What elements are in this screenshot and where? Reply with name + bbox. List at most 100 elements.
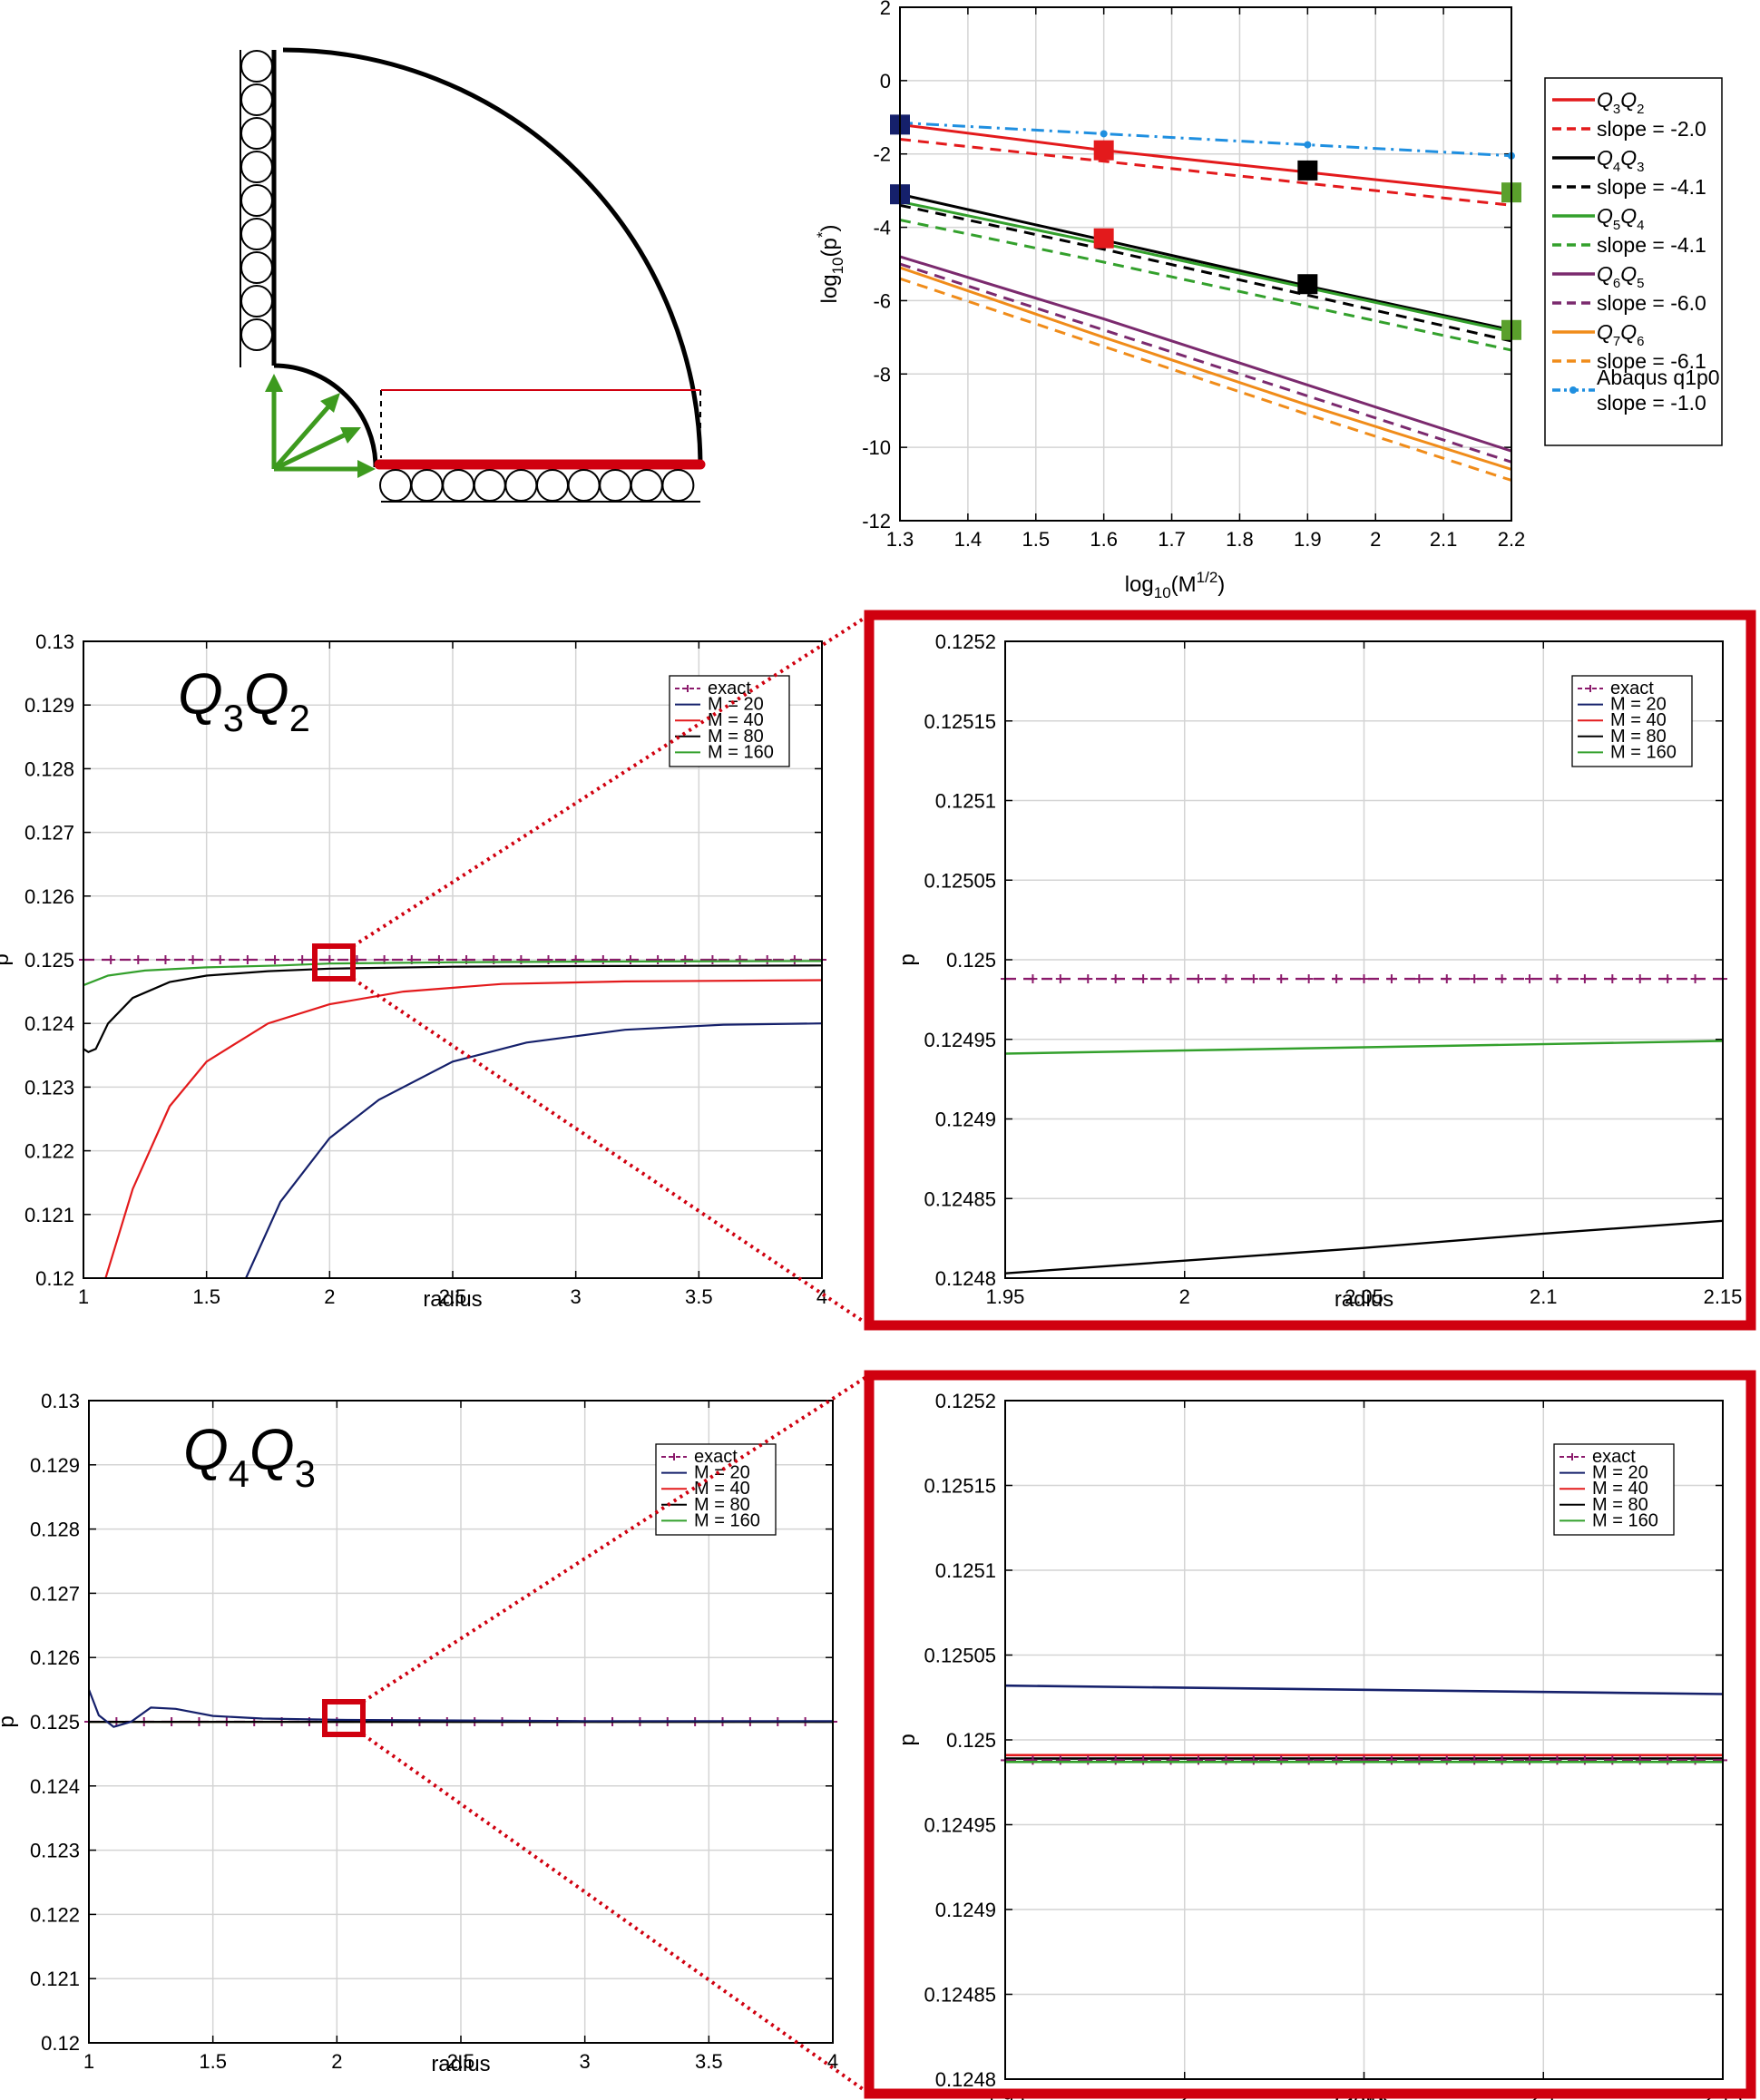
y-tick-label: 0.1249 [935, 1899, 996, 1921]
x-tick-label: 1.3 [886, 528, 914, 551]
x-tick-label: 2 [1179, 1285, 1190, 1308]
x-tick-label: 1.9 [1294, 528, 1322, 551]
legend-label: slope = -2.0 [1597, 117, 1706, 141]
legend-label: slope = -4.1 [1597, 233, 1706, 257]
x-tick-label: 1.5 [192, 1285, 220, 1308]
series-line [1005, 1219, 1723, 1275]
y-tick-label: 0.12495 [924, 1029, 996, 1051]
x-tick-label: 2 [1370, 528, 1381, 551]
text-span: Q [1597, 88, 1613, 112]
y-tick-label: -8 [873, 363, 891, 386]
y-tick-label: 0.122 [24, 1140, 74, 1163]
y-tick-label: 0.126 [30, 1646, 80, 1669]
legend-label: Q4Q3 [1597, 146, 1644, 175]
text-span: 5 [1637, 276, 1644, 291]
series-line [83, 964, 822, 1054]
roller-circle [240, 117, 273, 150]
y-tick-label: 2 [880, 0, 891, 19]
y-axis-label: log10(p*) [814, 225, 846, 304]
axes-frame [899, 6, 1512, 522]
x-tick-label: 2.5 [447, 2050, 475, 2073]
roller-circle [240, 151, 273, 183]
legend-label: M = 80 [1592, 1495, 1648, 1515]
text-span: Q [1597, 146, 1613, 170]
legend-label: M = 40 [694, 1479, 750, 1499]
q4q3-pressure-chart: 1 1.5 2 2.5 3 3.5 4 0.12 0.121 0.122 0.123 0.124 0.1… [0, 1390, 838, 2076]
arrow-diagonal-icon [320, 393, 340, 413]
legend-label: slope = -6.0 [1597, 291, 1706, 315]
y-tick-label: 0.1251 [935, 790, 996, 813]
legend-label: M = 160 [708, 742, 774, 762]
x-tick-label: 1.5 [199, 2050, 227, 2073]
series-line [83, 960, 822, 987]
inner-arc [273, 363, 378, 468]
roller-circle [240, 285, 273, 317]
series-line [900, 200, 1511, 334]
y-tick-label: 0.121 [24, 1204, 74, 1226]
convergence-chart: 1.3 1.4 1.5 1.6 1.7 1.8 1.9 2 2.1 2.2 -12 -10 -8 -6 -4… [814, 0, 1723, 601]
x-tick-label: 2 [324, 1285, 335, 1308]
q4q3-zoom-chart: 1.95 2 2.05 2.1 2.150.12480.124850.12490.124… [895, 1390, 1742, 2100]
legend-label: Q6Q5 [1597, 262, 1644, 291]
text-span: 3 [223, 697, 244, 739]
series-line [900, 266, 1511, 471]
x-tick-label: 1.8 [1226, 528, 1254, 551]
text-span: 4 [1637, 218, 1644, 233]
zoom-region-q3q2 [312, 943, 356, 982]
y-tick-label: 0.12515 [924, 710, 996, 733]
text-span: 3 [295, 1452, 316, 1495]
roller-circle [240, 251, 273, 284]
text-span: 10 [1154, 584, 1171, 601]
text-span: 1/2 [1197, 569, 1218, 586]
y-tick-label: 0.122 [30, 1903, 80, 1926]
legend-box [1544, 77, 1723, 446]
data-marker [1297, 274, 1318, 295]
y-tick-label: -12 [862, 510, 891, 532]
x-tick-label: 3 [580, 2050, 591, 2073]
data-point [1304, 141, 1312, 149]
x-tick-label: 1.4 [954, 528, 983, 551]
series-line [1005, 1040, 1723, 1055]
x-tick-label: 3 [571, 1285, 582, 1308]
text-span: * [814, 231, 831, 238]
x-tick-label: 2.2 [1498, 528, 1526, 551]
text-span: 2 [1637, 102, 1644, 117]
roller-circle [240, 218, 273, 250]
text-span: Q [1620, 204, 1637, 228]
axes-frame [1004, 1400, 1724, 2080]
data-point [1100, 130, 1108, 138]
y-tick-label: 0.1248 [935, 1267, 996, 1290]
legend-label: M = 20 [1610, 695, 1667, 715]
x-axis-label: log10(M1/2) [1125, 569, 1226, 601]
series-line [900, 122, 1511, 196]
series-line [89, 1689, 833, 1728]
series-line [900, 219, 1511, 352]
legend-label: M = 160 [694, 1510, 760, 1530]
x-axis-label: radius [1335, 1287, 1393, 1312]
y-tick-label: 0.125 [946, 1729, 996, 1752]
series-line [900, 121, 1511, 158]
y-tick-label: 0.12 [35, 1267, 74, 1290]
y-tick-label: 0.123 [30, 1840, 80, 1862]
y-axis-label: p [0, 1715, 19, 1727]
roller-circle [410, 469, 444, 502]
series-line [1005, 1684, 1723, 1695]
roller-circle [442, 469, 475, 502]
x-tick-label: 2.15 [1704, 1285, 1743, 1308]
x-axis-label: radius [423, 1287, 482, 1312]
data-marker [1297, 160, 1318, 181]
y-tick-label: 0.125 [30, 1711, 80, 1734]
data-marker [1093, 140, 1114, 161]
arrow-right-icon [357, 460, 376, 478]
roller-circle [240, 50, 273, 83]
text-span: ) [1217, 572, 1225, 597]
x-tick-label: 2.1 [1430, 528, 1458, 551]
y-axis-label: p [895, 1734, 920, 1745]
axes-frame [1004, 640, 1724, 1279]
text-span: 5 [1613, 218, 1620, 233]
x-axis-label: radius [431, 2052, 490, 2076]
roller-circle [379, 469, 412, 502]
text-span: 6 [1613, 276, 1620, 291]
text-span: 4 [1613, 160, 1620, 175]
text-span: (M [1171, 572, 1197, 597]
